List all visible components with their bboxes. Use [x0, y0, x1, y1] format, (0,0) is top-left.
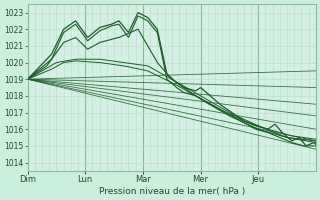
X-axis label: Pression niveau de la mer( hPa ): Pression niveau de la mer( hPa ): [99, 187, 245, 196]
